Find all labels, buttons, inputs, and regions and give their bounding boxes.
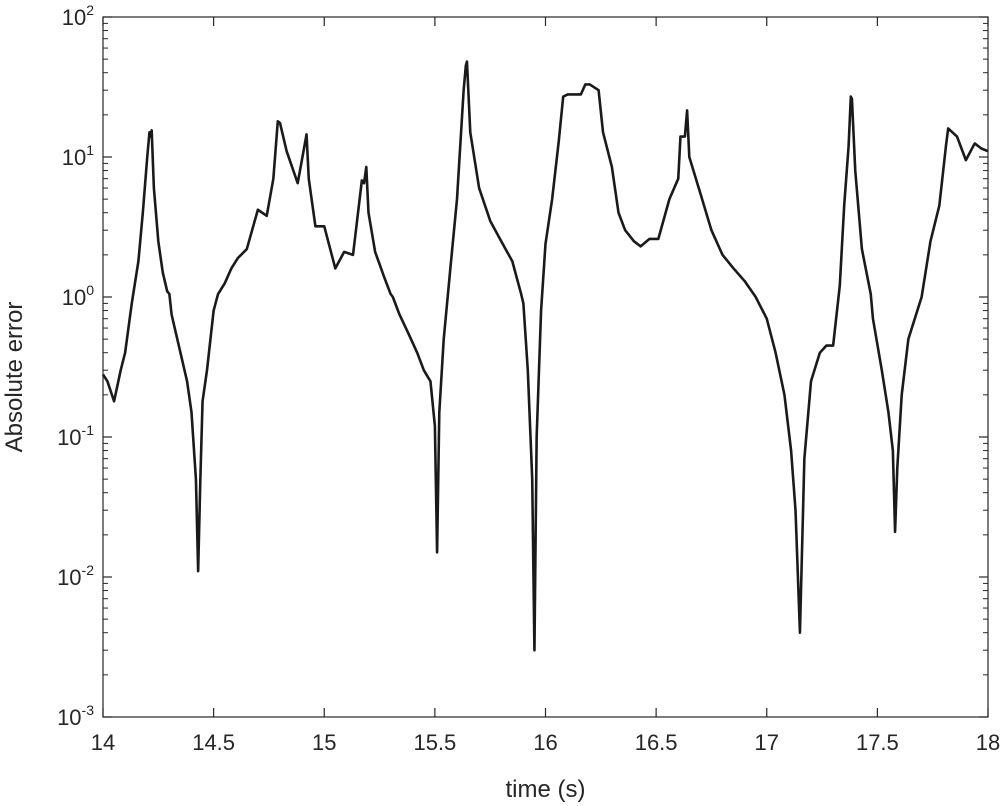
- y-tick-label: 10-3: [57, 702, 94, 730]
- x-axis-label: time (s): [506, 776, 586, 803]
- ticks-layer: 14 14.5 15 15.5 16 16.5 17 17.5 18 10-3 10-2 10-1 10…: [57, 2, 1000, 755]
- y-tick-label: 100: [62, 282, 94, 310]
- x-tick-label: 15.5: [413, 730, 456, 755]
- y-tick-label: 101: [62, 142, 94, 170]
- x-tick-label: 18: [976, 730, 1000, 755]
- x-tick-label: 14: [91, 730, 115, 755]
- y-tick-label: 10-1: [57, 422, 94, 450]
- x-tick-label: 17.5: [856, 730, 899, 755]
- y-tick-label: 10-2: [57, 562, 94, 590]
- x-tick-label: 16.5: [635, 730, 678, 755]
- series-line-1: [101, 60, 989, 652]
- y-axis-label: Absolute error: [1, 302, 28, 453]
- plot-area-frame: [102, 16, 989, 718]
- x-tick-label: 15: [312, 730, 336, 755]
- y-tick-label: 102: [62, 2, 94, 30]
- x-tick-label: 16: [533, 730, 557, 755]
- data-layer: [101, 60, 989, 652]
- x-tick-label: 14.5: [192, 730, 235, 755]
- x-tick-label: 17: [755, 730, 779, 755]
